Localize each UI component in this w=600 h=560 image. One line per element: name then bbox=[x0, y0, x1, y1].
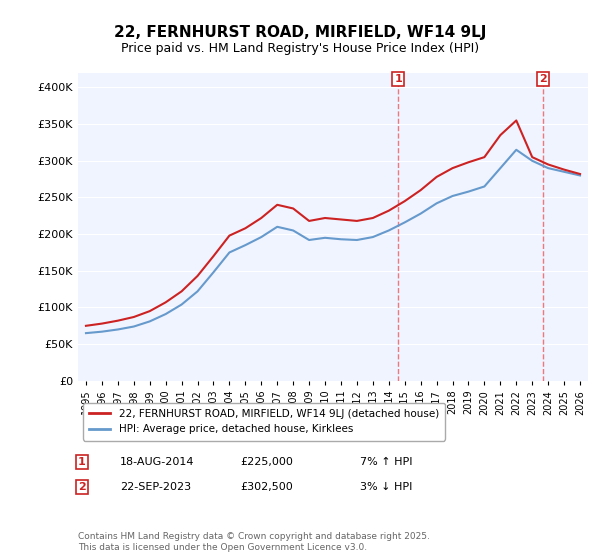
Text: 18-AUG-2014: 18-AUG-2014 bbox=[120, 457, 194, 467]
Text: £302,500: £302,500 bbox=[240, 482, 293, 492]
Text: 2: 2 bbox=[539, 74, 547, 84]
Text: 2: 2 bbox=[78, 482, 86, 492]
Text: 22, FERNHURST ROAD, MIRFIELD, WF14 9LJ: 22, FERNHURST ROAD, MIRFIELD, WF14 9LJ bbox=[114, 25, 486, 40]
Text: 22-SEP-2023: 22-SEP-2023 bbox=[120, 482, 191, 492]
Legend: 22, FERNHURST ROAD, MIRFIELD, WF14 9LJ (detached house), HPI: Average price, det: 22, FERNHURST ROAD, MIRFIELD, WF14 9LJ (… bbox=[83, 403, 445, 441]
Text: Contains HM Land Registry data © Crown copyright and database right 2025.
This d: Contains HM Land Registry data © Crown c… bbox=[78, 532, 430, 552]
Text: £225,000: £225,000 bbox=[240, 457, 293, 467]
Text: Price paid vs. HM Land Registry's House Price Index (HPI): Price paid vs. HM Land Registry's House … bbox=[121, 42, 479, 55]
Text: 1: 1 bbox=[394, 74, 402, 84]
Text: 1: 1 bbox=[78, 457, 86, 467]
Text: 7% ↑ HPI: 7% ↑ HPI bbox=[360, 457, 413, 467]
Text: 3% ↓ HPI: 3% ↓ HPI bbox=[360, 482, 412, 492]
